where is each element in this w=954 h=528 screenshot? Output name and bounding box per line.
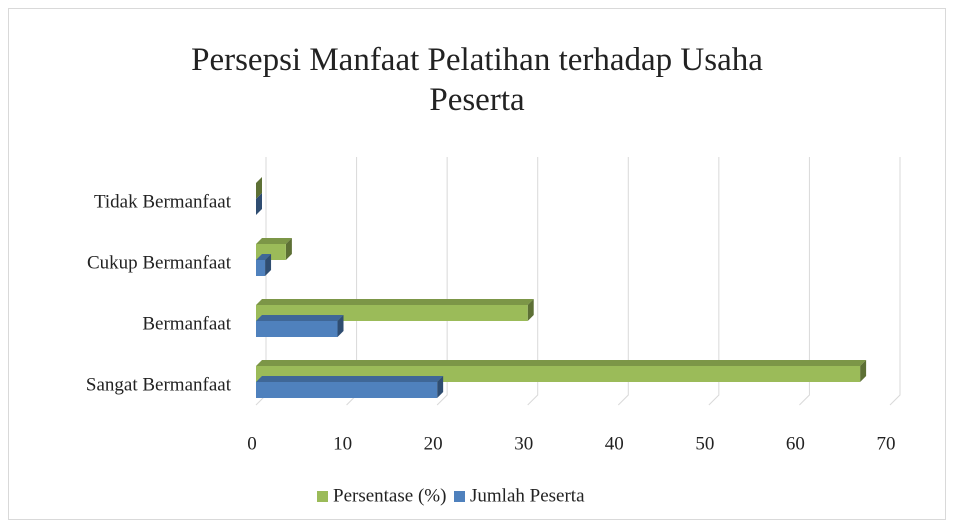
bar-side xyxy=(256,193,262,215)
bar-top xyxy=(256,376,444,382)
bar-top xyxy=(256,299,534,305)
chart-border xyxy=(8,8,946,520)
bar-side xyxy=(256,177,262,199)
bar-front xyxy=(256,382,438,398)
y-tick-label: Tidak Bermanfaat xyxy=(94,191,232,212)
bar xyxy=(256,193,262,215)
y-tick-label: Sangat Bermanfaat xyxy=(86,374,232,395)
x-tick-label: 0 xyxy=(247,433,257,454)
x-tick-label: 20 xyxy=(424,433,443,454)
x-tick-label: 70 xyxy=(877,433,896,454)
y-tick-label: Bermanfaat xyxy=(142,313,231,334)
bar-side xyxy=(860,360,867,382)
x-tick-label: 40 xyxy=(605,433,624,454)
bar-front xyxy=(256,260,266,276)
bar-side xyxy=(337,315,344,337)
grid-line xyxy=(527,157,539,406)
bar-top xyxy=(256,360,867,366)
bar-side xyxy=(527,299,534,321)
grid-line xyxy=(708,157,720,406)
legend-label: Persentase (%) xyxy=(333,485,446,506)
bar-side xyxy=(265,254,272,276)
legend-swatch xyxy=(317,491,328,502)
x-tick-label: 60 xyxy=(786,433,805,454)
chart-title: Persepsi Manfaat Pelatihan terhadap Usah… xyxy=(191,42,763,118)
grid-line xyxy=(799,157,810,406)
grid-line xyxy=(889,157,901,406)
y-tick-label: Cukup Bermanfaat xyxy=(87,252,232,273)
bar xyxy=(256,376,444,398)
bar-side xyxy=(437,376,444,398)
bar xyxy=(256,177,262,199)
bar-side xyxy=(285,238,292,260)
x-tick-label: 30 xyxy=(514,433,533,454)
bar xyxy=(256,315,344,337)
x-tick-label: 10 xyxy=(333,433,352,454)
bar xyxy=(256,254,272,276)
bar-top xyxy=(256,254,272,260)
bar-top xyxy=(256,238,292,244)
legend-label: Jumlah Peserta xyxy=(470,485,585,506)
legend-swatch xyxy=(454,491,465,502)
x-tick-label: 50 xyxy=(695,433,714,454)
grid-line xyxy=(436,157,448,406)
bar-top xyxy=(256,315,344,321)
grid-line xyxy=(617,157,629,406)
bar-front xyxy=(256,321,338,337)
